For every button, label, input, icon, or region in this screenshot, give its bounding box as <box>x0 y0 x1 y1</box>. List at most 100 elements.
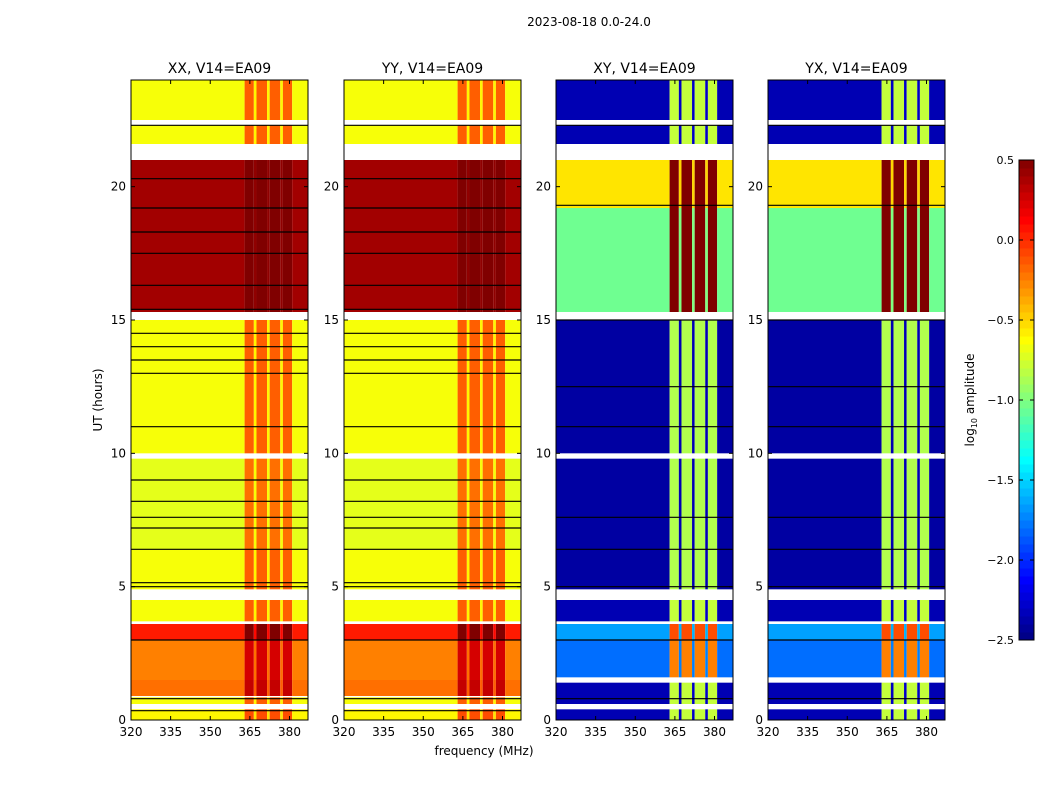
heatmap-cell <box>556 125 670 144</box>
x-tick-label: 320 <box>333 725 356 739</box>
heatmap-cell <box>282 125 293 144</box>
heatmap-cell <box>678 600 682 622</box>
heatmap-cell <box>457 320 467 454</box>
heatmap-cell <box>495 458 506 550</box>
heatmap-cell <box>493 640 496 680</box>
colorbar-swatch <box>1019 432 1034 441</box>
colorbar-swatch <box>1019 616 1034 625</box>
heatmap-cell <box>669 549 679 590</box>
heatmap-cell <box>131 624 245 640</box>
heatmap-cell <box>267 640 270 680</box>
colorbar-label: log10 amplitude <box>963 354 979 447</box>
heatmap-cell <box>457 697 467 704</box>
heatmap-cell <box>482 680 494 696</box>
heatmap-cell <box>267 697 270 704</box>
x-axis-label: frequency (MHz) <box>434 744 533 758</box>
heatmap-cell <box>493 624 496 640</box>
heatmap-cell <box>131 680 245 696</box>
heatmap-cell <box>705 208 708 312</box>
heatmap-cell <box>267 160 270 312</box>
heatmap-cell <box>480 640 483 680</box>
heatmap-cell <box>269 624 281 640</box>
heatmap-cell <box>505 697 521 704</box>
heatmap-cell <box>495 80 506 120</box>
y-tick-label: 15 <box>324 313 339 327</box>
heatmap-cell <box>505 549 521 590</box>
heatmap-cell <box>292 624 308 640</box>
heatmap-cell <box>919 682 930 704</box>
heatmap-cell <box>919 624 930 640</box>
colorbar-swatch <box>1019 248 1034 257</box>
colorbar-swatch <box>1019 632 1034 641</box>
heatmap-cell <box>344 680 458 696</box>
heatmap-cell <box>480 320 483 454</box>
heatmap-cell <box>457 125 467 144</box>
colorbar-swatch <box>1019 560 1034 569</box>
heatmap-cell <box>269 320 281 454</box>
heatmap-cell <box>269 549 281 590</box>
heatmap-cell <box>292 458 308 550</box>
heatmap-cell <box>893 640 905 678</box>
heatmap-cell <box>292 160 308 312</box>
heatmap-cell <box>282 80 293 120</box>
heatmap-cell <box>344 697 458 704</box>
heatmap-cell <box>904 125 907 144</box>
colorbar-swatch <box>1019 272 1034 281</box>
heatmap-cell <box>267 624 270 640</box>
heatmap-cell <box>495 320 506 454</box>
colorbar-swatch <box>1019 464 1034 473</box>
y-tick-label: 5 <box>118 580 126 594</box>
heatmap-cell <box>694 160 706 208</box>
heatmap-cell <box>919 709 930 720</box>
heatmap-cell <box>466 624 470 640</box>
heatmap-cell <box>505 320 521 454</box>
heatmap-cell <box>881 549 891 590</box>
heatmap-cell <box>292 640 308 680</box>
heatmap-cell <box>906 709 918 720</box>
heatmap-cell <box>267 320 270 454</box>
heatmap-cell <box>505 709 521 720</box>
heatmap-cell <box>768 125 882 144</box>
heatmap-cell <box>678 160 682 208</box>
colorbar-tick-label: 0.5 <box>997 154 1015 167</box>
suptitle: 2023-08-18 0.0-24.0 <box>527 15 651 29</box>
colorbar-swatch <box>1019 176 1034 185</box>
heatmap-cell <box>482 624 494 640</box>
heatmap-cell <box>466 709 470 720</box>
y-tick-label: 5 <box>331 580 339 594</box>
heatmap-cell <box>505 80 521 120</box>
colorbar-tick-label: −0.5 <box>987 314 1014 327</box>
heatmap-cell <box>469 709 481 720</box>
colorbar-tick-label: −2.5 <box>987 634 1014 647</box>
heatmap-cell <box>469 458 481 550</box>
heatmap-cell <box>480 697 483 704</box>
heatmap-cell <box>282 697 293 704</box>
heatmap-cell <box>681 709 693 720</box>
heatmap-cell <box>495 125 506 144</box>
heatmap-cell <box>292 320 308 454</box>
heatmap-cell <box>707 125 718 144</box>
y-tick-label: 10 <box>536 446 551 460</box>
y-tick-label: 10 <box>111 446 126 460</box>
heatmap-cell <box>694 640 706 678</box>
heatmap-cell <box>906 640 918 678</box>
x-tick-label: 380 <box>491 725 514 739</box>
heatmap-cell <box>556 208 670 312</box>
heatmap-cell <box>705 80 708 120</box>
heatmap-cell <box>244 458 254 550</box>
heatmap-cell <box>469 125 481 144</box>
colorbar-swatch <box>1019 424 1034 433</box>
heatmap-cell <box>495 600 506 622</box>
heatmap-cell <box>131 125 245 144</box>
heatmap-cell <box>244 624 254 640</box>
heatmap-cell <box>705 600 708 622</box>
x-tick-label: 365 <box>875 725 898 739</box>
heatmap-cell <box>692 640 695 678</box>
panel-xy: XY, V14=EA09 320 335 350 365 380 0 5 10 15 20 <box>536 61 734 739</box>
heatmap-cell <box>906 208 918 312</box>
heatmap-cell <box>904 624 907 640</box>
heatmap-cell <box>707 624 718 640</box>
heatmap-cell <box>469 160 481 312</box>
heatmap-cell <box>282 640 293 680</box>
